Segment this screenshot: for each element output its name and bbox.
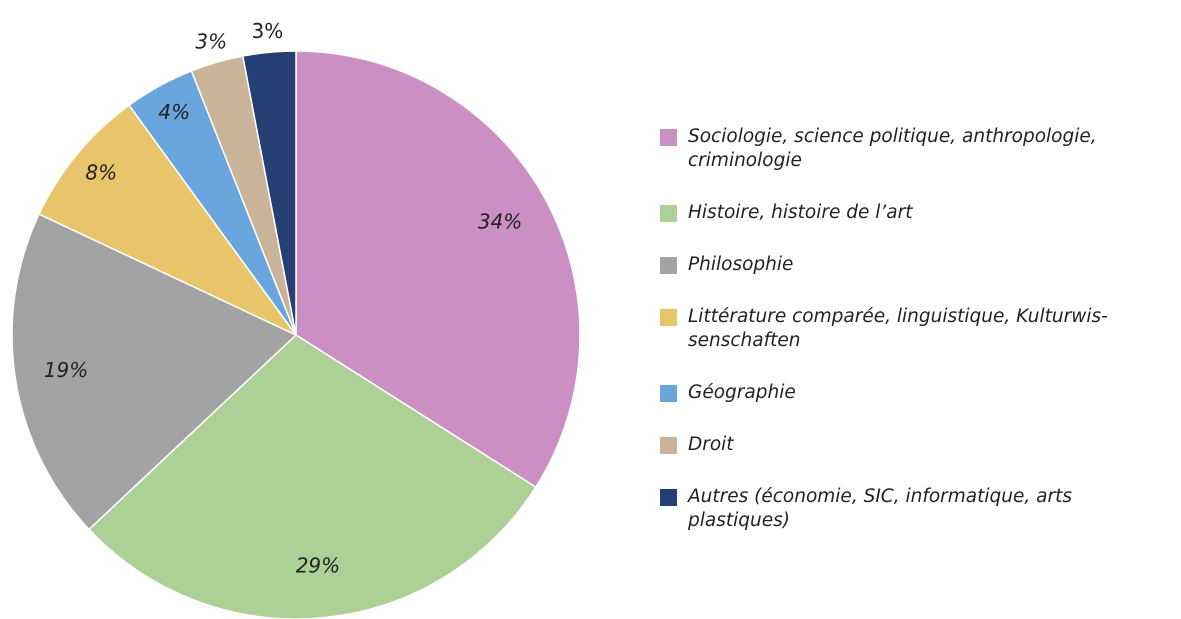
legend-label: Philosophie: [688, 254, 794, 275]
data-label: 19%: [44, 358, 88, 382]
pie-slice: [241, 50, 297, 336]
legend-item: Droit: [660, 433, 1160, 457]
legend-label: Littérature comparée, linguistique, Kult…: [688, 306, 1108, 351]
data-label: 34%: [478, 209, 522, 233]
legend-label: Géographie: [688, 382, 796, 403]
data-label: 8%: [85, 160, 117, 184]
legend-item: Philosophie: [660, 253, 1160, 277]
legend-item: Littérature comparée, linguistique, Kult…: [660, 305, 1160, 353]
pie-slice: [11, 213, 298, 531]
chart: 34% 29% 19% 8% 4% 3% 3%: [11, 19, 581, 619]
legend-item: Géographie: [660, 381, 1160, 405]
data-label: 3%: [195, 30, 227, 54]
pie-slice: [295, 50, 581, 489]
legend-swatch: [660, 205, 677, 222]
legend-swatch: [660, 489, 677, 506]
legend: Sociologie, science politique, anthropol…: [660, 125, 1160, 533]
pie-slice: [87, 334, 537, 619]
legend-label: Histoire, histoire de l’art: [688, 202, 913, 223]
pie-slice: [38, 104, 297, 336]
legend-swatch: [660, 385, 677, 402]
legend-item: Histoire, histoire de l’art: [660, 201, 1160, 225]
legend-swatch: [660, 437, 677, 454]
legend-label: Droit: [688, 434, 734, 455]
legend-swatch: [660, 257, 677, 274]
legend-label: Sociologie, science politique, anthropol…: [688, 126, 1097, 171]
legend-item: Autres (économie, SIC, informatique, art…: [660, 485, 1160, 533]
legend-label: Autres (économie, SIC, informatique, art…: [688, 486, 1072, 531]
data-label: 29%: [296, 553, 340, 577]
legend-item: Sociologie, science politique, anthropol…: [660, 125, 1160, 173]
legend-swatch: [660, 129, 677, 146]
legend-swatch: [660, 309, 677, 326]
data-label: 4%: [158, 100, 190, 124]
data-label: 3%: [252, 19, 284, 43]
